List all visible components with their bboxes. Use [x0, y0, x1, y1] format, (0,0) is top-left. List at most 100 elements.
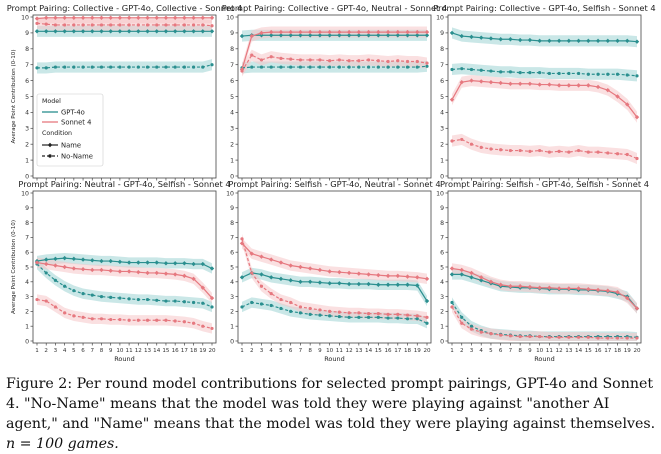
- point-gpt4o-noname: [479, 68, 483, 72]
- point-gpt4o-noname: [72, 289, 76, 293]
- y-tick-label: 8: [230, 220, 234, 227]
- point-gpt4o-name: [108, 29, 113, 34]
- point-sonnet4-name: [527, 284, 533, 290]
- point-sonnet4-name: [469, 270, 474, 276]
- point-sonnet4-noname: [357, 59, 361, 63]
- x-tick-label: 1: [450, 348, 454, 354]
- legend-noname-label: No-Name: [61, 153, 93, 161]
- point-sonnet4-noname: [81, 23, 85, 27]
- point-sonnet4-name: [537, 82, 542, 87]
- point-sonnet4-noname: [90, 23, 94, 27]
- x-tick-label: 8: [100, 348, 104, 354]
- point-gpt4o-noname: [90, 65, 94, 69]
- y-tick-label: 3: [440, 126, 444, 133]
- point-sonnet4-name: [449, 266, 455, 271]
- x-tick-label: 6: [499, 348, 503, 354]
- point-gpt4o-name: [172, 261, 178, 266]
- point-gpt4o-noname: [450, 67, 454, 72]
- point-gpt4o-noname: [396, 316, 400, 320]
- x-axis-label: Round: [324, 355, 345, 363]
- x-tick-label: 2: [44, 348, 48, 354]
- point-gpt4o-noname: [576, 71, 581, 76]
- point-sonnet4-name: [44, 15, 49, 20]
- point-sonnet4-name: [34, 260, 40, 265]
- point-gpt4o-name: [209, 266, 215, 271]
- x-tick-label: 19: [624, 348, 632, 354]
- point-gpt4o-noname: [499, 70, 503, 74]
- point-sonnet4-name: [415, 275, 420, 280]
- point-sonnet4-noname: [182, 23, 186, 27]
- point-gpt4o-name: [366, 281, 371, 287]
- point-gpt4o-noname: [145, 297, 150, 302]
- x-tick-label: 10: [116, 348, 124, 354]
- point-gpt4o-name: [576, 38, 581, 44]
- point-sonnet4-name: [200, 15, 205, 20]
- point-sonnet4-noname: [376, 312, 380, 316]
- chart-title: Prompt Pairing: Neutral - GPT-4o, Selfis…: [18, 179, 230, 189]
- point-gpt4o-noname: [386, 316, 390, 320]
- point-gpt4o-noname: [586, 72, 590, 76]
- x-tick-label: 3: [470, 348, 474, 354]
- y-tick-label: 8: [25, 220, 29, 227]
- point-gpt4o-name: [136, 29, 141, 34]
- legend-condition-title: Condition: [42, 130, 72, 137]
- point-sonnet4-name: [625, 295, 630, 301]
- y-tick-label: 5: [230, 94, 234, 101]
- series-line-gpt4o-noname: [451, 302, 638, 338]
- point-gpt4o-name: [136, 260, 141, 265]
- point-gpt4o-name: [385, 282, 391, 287]
- confidence-band: [452, 63, 637, 82]
- point-gpt4o-name: [80, 257, 86, 262]
- x-tick-label: 5: [279, 348, 283, 354]
- point-sonnet4-noname: [155, 23, 159, 27]
- point-gpt4o-noname: [182, 65, 186, 69]
- series-line-sonnet4-noname: [241, 54, 428, 72]
- point-gpt4o-noname: [99, 65, 104, 69]
- point-sonnet4-name: [376, 272, 381, 278]
- point-gpt4o-name: [356, 33, 362, 38]
- point-gpt4o-name: [376, 33, 381, 38]
- point-sonnet4-noname: [44, 299, 48, 303]
- point-sonnet4-name: [527, 81, 533, 86]
- point-sonnet4-noname: [145, 318, 150, 322]
- x-tick-label: 20: [423, 348, 431, 354]
- point-sonnet4-noname: [425, 315, 429, 319]
- point-sonnet4-name: [182, 273, 187, 279]
- x-tick-label: 16: [594, 348, 602, 354]
- point-sonnet4-name: [99, 267, 104, 273]
- point-sonnet4-noname: [366, 58, 371, 62]
- point-sonnet4-name: [508, 81, 513, 86]
- point-sonnet4-noname: [109, 317, 113, 322]
- point-gpt4o-noname: [136, 65, 140, 69]
- point-sonnet4-name: [415, 29, 420, 35]
- point-sonnet4-name: [586, 83, 591, 88]
- point-gpt4o-noname: [425, 321, 429, 325]
- point-sonnet4-noname: [479, 330, 483, 334]
- point-sonnet4-noname: [528, 334, 532, 339]
- point-gpt4o-noname: [615, 72, 620, 76]
- point-sonnet4-noname: [450, 139, 454, 143]
- point-gpt4o-name: [405, 33, 410, 38]
- point-sonnet4-noname: [499, 148, 503, 152]
- point-gpt4o-noname: [596, 72, 600, 76]
- point-sonnet4-name: [488, 279, 494, 284]
- point-sonnet4-noname: [328, 309, 332, 313]
- point-sonnet4-name: [356, 271, 362, 276]
- point-sonnet4-name: [80, 15, 86, 20]
- point-gpt4o-name: [595, 38, 601, 44]
- point-sonnet4-name: [366, 272, 371, 277]
- point-gpt4o-noname: [528, 71, 532, 75]
- x-tick-label: 12: [556, 348, 563, 354]
- point-sonnet4-name: [163, 271, 169, 276]
- y-tick-label: 6: [440, 250, 444, 257]
- y-tick-label: 4: [440, 110, 444, 117]
- point-sonnet4-noname: [528, 149, 532, 153]
- point-sonnet4-name: [191, 276, 196, 282]
- point-sonnet4-name: [424, 29, 430, 35]
- point-gpt4o-name: [449, 30, 455, 36]
- y-tick-label: 9: [440, 30, 444, 37]
- point-sonnet4-noname: [518, 148, 522, 153]
- y-tick-label: 3: [440, 294, 444, 301]
- y-tick-label: 4: [25, 279, 29, 286]
- point-sonnet4-name: [517, 81, 523, 86]
